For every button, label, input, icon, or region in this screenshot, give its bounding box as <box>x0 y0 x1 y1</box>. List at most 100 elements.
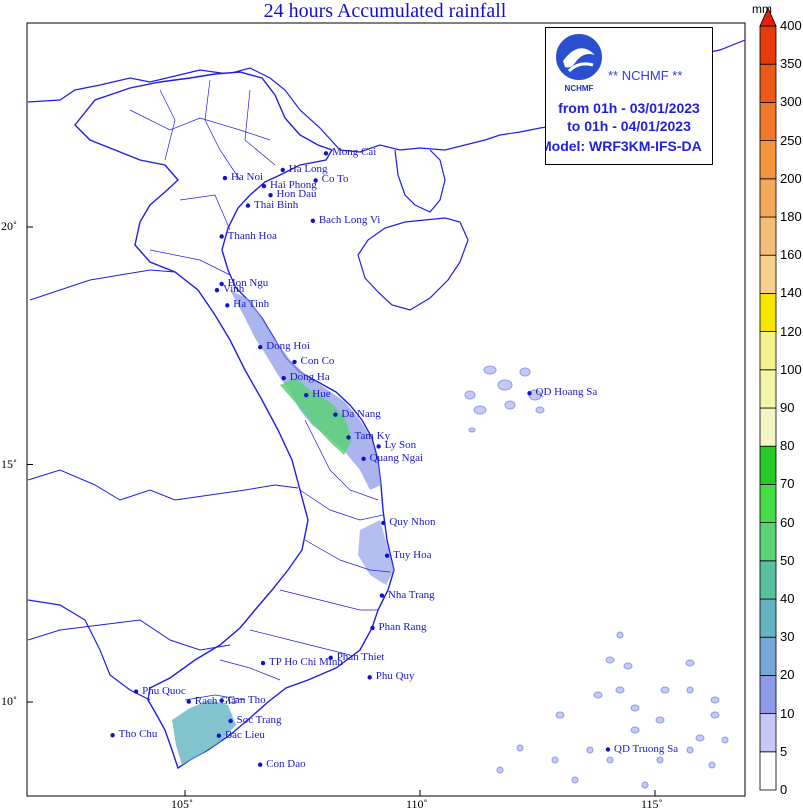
place-marker <box>381 520 386 526</box>
colorbar-unit: mm <box>752 2 772 16</box>
place-label: Ly Son <box>384 439 417 452</box>
place-label: Phan Thiet <box>336 650 385 663</box>
colorbar-level-label: 80 <box>780 438 795 454</box>
place-marker <box>323 151 329 156</box>
place-marker <box>527 391 532 396</box>
place-label: Bac Lieu <box>224 728 265 741</box>
place-label: Tho Chu <box>118 728 158 741</box>
place-label: Da Nang <box>341 407 381 420</box>
place-marker <box>376 444 381 449</box>
place-label: Phan Rang <box>378 620 427 633</box>
colorbar-segment <box>759 216 777 256</box>
colorbar-level-label: 180 <box>780 209 802 224</box>
nchmf-logo <box>554 32 604 82</box>
colorbar-level-label: 400 <box>780 18 802 33</box>
place-label: Con Co <box>300 354 335 367</box>
place-label: Co To <box>321 173 349 186</box>
place-label: Con Dao <box>266 757 306 770</box>
colorbar-extend-arrow <box>759 7 777 27</box>
colorbar-segment <box>759 178 777 218</box>
place-marker <box>261 183 267 189</box>
colorbar-segment <box>759 675 777 715</box>
gulf-coast <box>27 599 151 701</box>
place-label: Ha Long <box>288 163 328 175</box>
place-label: Quy Nhon <box>389 515 436 528</box>
place-marker <box>110 733 115 738</box>
period-to: to 01h - 04/01/2023 <box>567 118 691 134</box>
leizhou-peninsula <box>394 149 446 213</box>
place-label: QD Truong Sa <box>614 742 679 755</box>
colorbar <box>759 7 777 791</box>
place-label: Nha Trang <box>387 588 435 601</box>
place-marker <box>260 660 266 666</box>
place-label: Hue <box>312 388 331 401</box>
logo-text: NCHMF <box>564 84 594 93</box>
colorbar-segment <box>759 522 777 562</box>
place-marker <box>605 747 611 752</box>
place-label: Quang Ngai <box>369 451 424 464</box>
place-label: Ha Noi <box>230 171 264 184</box>
colorbar-level-label: 40 <box>780 591 795 606</box>
colorbar-level-label: 100 <box>780 361 802 377</box>
lon-tick-label: 110˚ <box>406 797 428 811</box>
place-marker <box>245 203 251 208</box>
place-marker <box>228 718 233 724</box>
colorbar-segment <box>759 25 777 65</box>
province-boundaries <box>129 79 391 701</box>
place-marker <box>328 655 333 661</box>
colorbar-segment <box>759 407 777 447</box>
place-marker <box>379 593 385 598</box>
colorbar-level-label: 300 <box>780 94 802 110</box>
place-label: Rach Gia <box>194 694 236 707</box>
colorbar-segment <box>759 713 777 753</box>
colorbar-level-label: 60 <box>780 514 795 530</box>
place-marker <box>333 412 338 417</box>
place-label: Thanh Hoa <box>227 229 277 242</box>
place-label: Bach Long Vi <box>318 213 381 226</box>
place-marker <box>133 689 139 694</box>
place-label: Dong Hoi <box>266 340 310 353</box>
vietnam-landmass <box>74 71 395 770</box>
colorbar-level-label: 140 <box>780 285 802 301</box>
colorbar-segment <box>759 102 777 142</box>
place-marker <box>219 281 224 287</box>
paracel-islands <box>464 365 545 433</box>
place-marker <box>258 762 263 767</box>
place-label: Vinh <box>222 283 245 296</box>
place-marker <box>219 234 224 239</box>
place-marker <box>346 435 351 440</box>
place-marker <box>214 287 220 293</box>
lat-tick-label: 15˚ <box>1 456 17 471</box>
place-label: Phu Quoc <box>142 684 186 697</box>
lat-tick-label: 20˚ <box>1 219 17 233</box>
place-marker <box>310 218 316 224</box>
place-marker <box>292 359 297 365</box>
colorbar-segment <box>759 483 777 523</box>
place-label: Tam Ky <box>354 430 391 443</box>
place-marker <box>216 733 222 738</box>
place-marker <box>280 167 285 173</box>
lon-tick-label: 115˚ <box>641 797 663 811</box>
place-marker <box>304 392 309 398</box>
colorbar-segment <box>759 63 777 103</box>
colorbar-segment <box>759 445 777 485</box>
rain-zone-mekong <box>172 700 236 765</box>
colorbar-level-label: 10 <box>780 705 795 721</box>
place-label: Hon Dau <box>276 188 317 201</box>
place-marker <box>186 699 191 704</box>
place-marker <box>225 303 230 308</box>
colorbar-segment <box>759 636 777 676</box>
place-marker <box>258 344 263 350</box>
place-marker <box>219 698 224 703</box>
colorbar-segment <box>759 751 777 791</box>
place-markers <box>110 151 611 767</box>
place-label: Phu Quy <box>375 670 415 683</box>
hainan-island <box>357 217 469 311</box>
place-label: Hai Phong <box>269 179 317 192</box>
place-marker <box>370 625 375 631</box>
place-label: Soc Trang <box>236 714 282 726</box>
colorbar-segment <box>759 560 777 600</box>
place-label: Thai Binh <box>253 198 299 211</box>
colorbar-level-label: 20 <box>780 667 795 683</box>
place-label: Tuy Hoa <box>393 548 432 561</box>
